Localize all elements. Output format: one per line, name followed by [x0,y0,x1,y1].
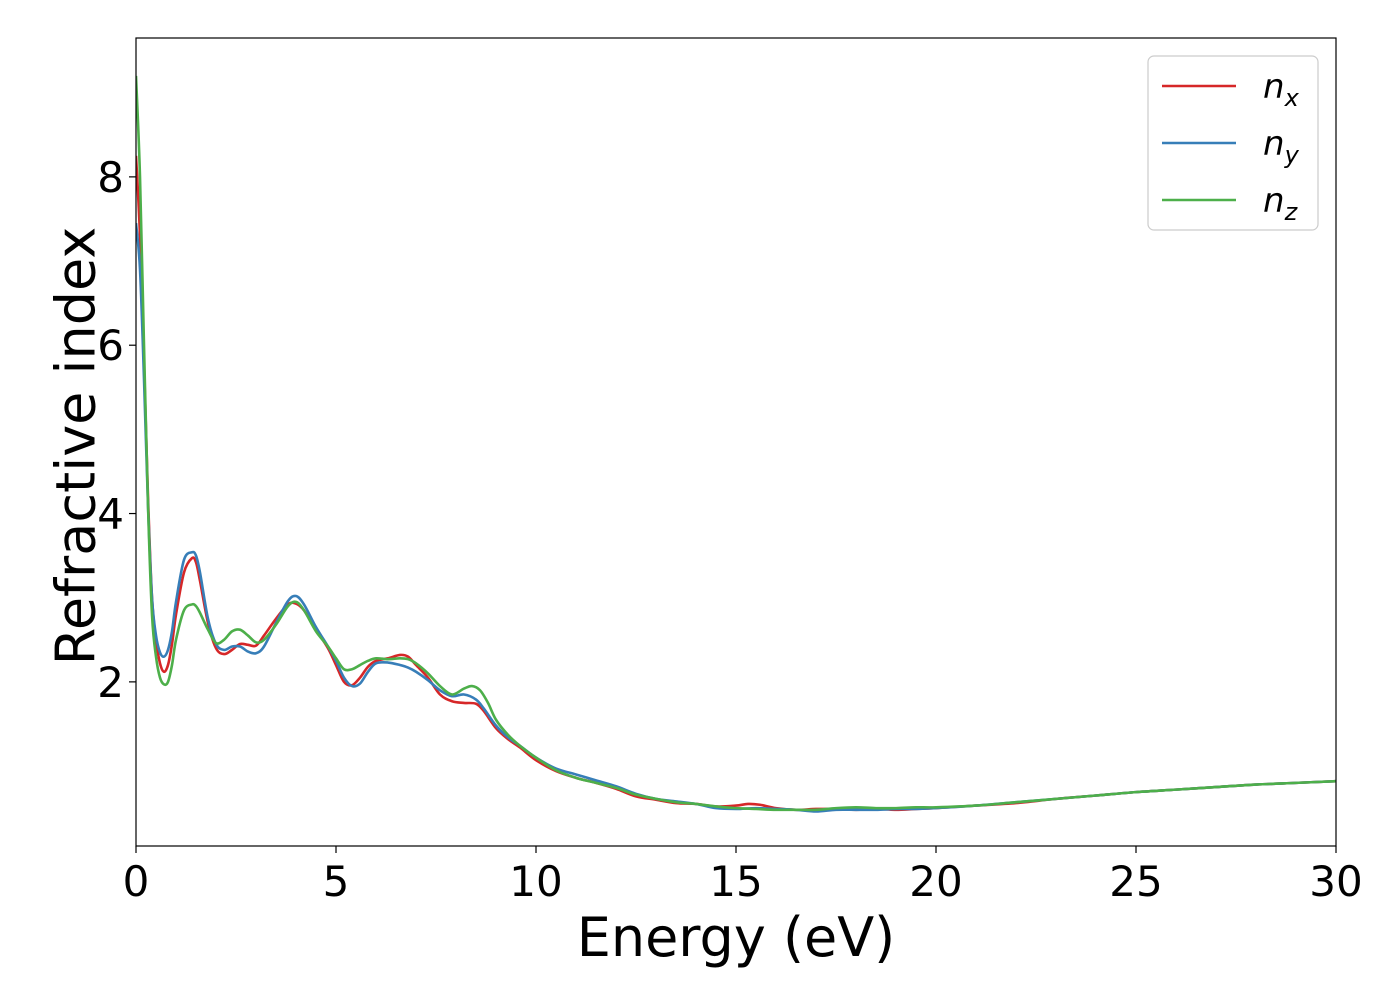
y-tick-label: 2 [97,658,124,707]
y-axis-ticks: 2 4 6 8 [97,153,136,707]
legend-label: nx [1263,67,1300,112]
x-tick-label: 25 [1109,857,1162,906]
legend-label: ny [1263,124,1300,169]
plot-lines [136,75,1336,813]
legend-label: nz [1263,181,1299,226]
y-tick-label: 6 [97,321,124,370]
series-line-z [136,75,1336,812]
x-tick-label: 0 [123,857,150,906]
series-line-x [136,155,1336,812]
series-line-y [136,223,1336,813]
y-tick-label: 4 [97,490,124,539]
x-axis-ticks: 0 5 10 15 20 25 30 [123,846,1363,906]
legend-item-z: nz [1162,181,1299,226]
x-tick-label: 10 [509,857,562,906]
x-tick-label: 5 [323,857,350,906]
x-tick-label: 20 [909,857,962,906]
legend-item-x: nx [1162,67,1300,112]
y-axis-label: Refractive index [45,227,108,666]
x-tick-label: 30 [1309,857,1362,906]
x-tick-label: 15 [709,857,762,906]
legend-item-y: ny [1162,124,1300,169]
y-tick-label: 8 [97,153,124,202]
x-axis-label: Energy (eV) [577,906,896,969]
legend: nx ny nz [1147,55,1319,231]
